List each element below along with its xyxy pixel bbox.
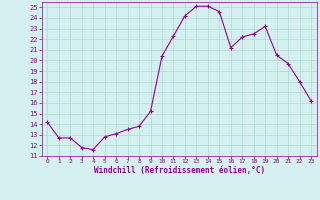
X-axis label: Windchill (Refroidissement éolien,°C): Windchill (Refroidissement éolien,°C) <box>94 166 265 175</box>
